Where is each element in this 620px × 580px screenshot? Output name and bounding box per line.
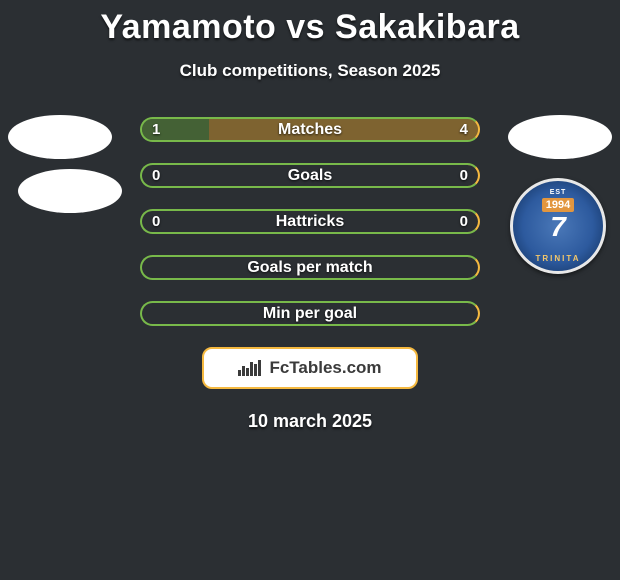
stat-label: Hattricks — [170, 213, 450, 231]
stat-label: Min per goal — [142, 305, 478, 323]
stat-rows: 1Matches40Goals00Hattricks0Goals per mat… — [0, 117, 620, 326]
stat-row: 0Hattricks0 — [0, 209, 620, 234]
stat-label: Goals per match — [142, 259, 478, 277]
stat-value-right: 0 — [450, 213, 478, 230]
stat-bar: Goals per match — [140, 255, 480, 280]
stat-value-right: 4 — [450, 121, 478, 138]
stat-label: Matches — [170, 121, 450, 139]
stat-row: 1Matches4 — [0, 117, 620, 142]
subtitle: Club competitions, Season 2025 — [0, 61, 620, 81]
stat-bar: 0Hattricks0 — [140, 209, 480, 234]
stat-value-left: 0 — [142, 167, 170, 184]
stat-label: Goals — [170, 167, 450, 185]
stat-value-right: 0 — [450, 167, 478, 184]
stat-bar: 0Goals0 — [140, 163, 480, 188]
bar-chart-icon — [238, 360, 261, 376]
stat-value-left: 1 — [142, 121, 170, 138]
stat-row: 0Goals0 — [0, 163, 620, 188]
stat-row: Goals per match — [0, 255, 620, 280]
stat-value-left: 0 — [142, 213, 170, 230]
stat-bar: 1Matches4 — [140, 117, 480, 142]
footer-brand-text: FcTables.com — [269, 358, 381, 378]
stat-row: Min per goal — [0, 301, 620, 326]
page-title: Yamamoto vs Sakakibara — [0, 8, 620, 47]
comparison-card: Yamamoto vs Sakakibara Club competitions… — [0, 0, 620, 432]
date-label: 10 march 2025 — [0, 411, 620, 432]
stat-bar: Min per goal — [140, 301, 480, 326]
footer-brand-box: FcTables.com — [202, 347, 418, 389]
